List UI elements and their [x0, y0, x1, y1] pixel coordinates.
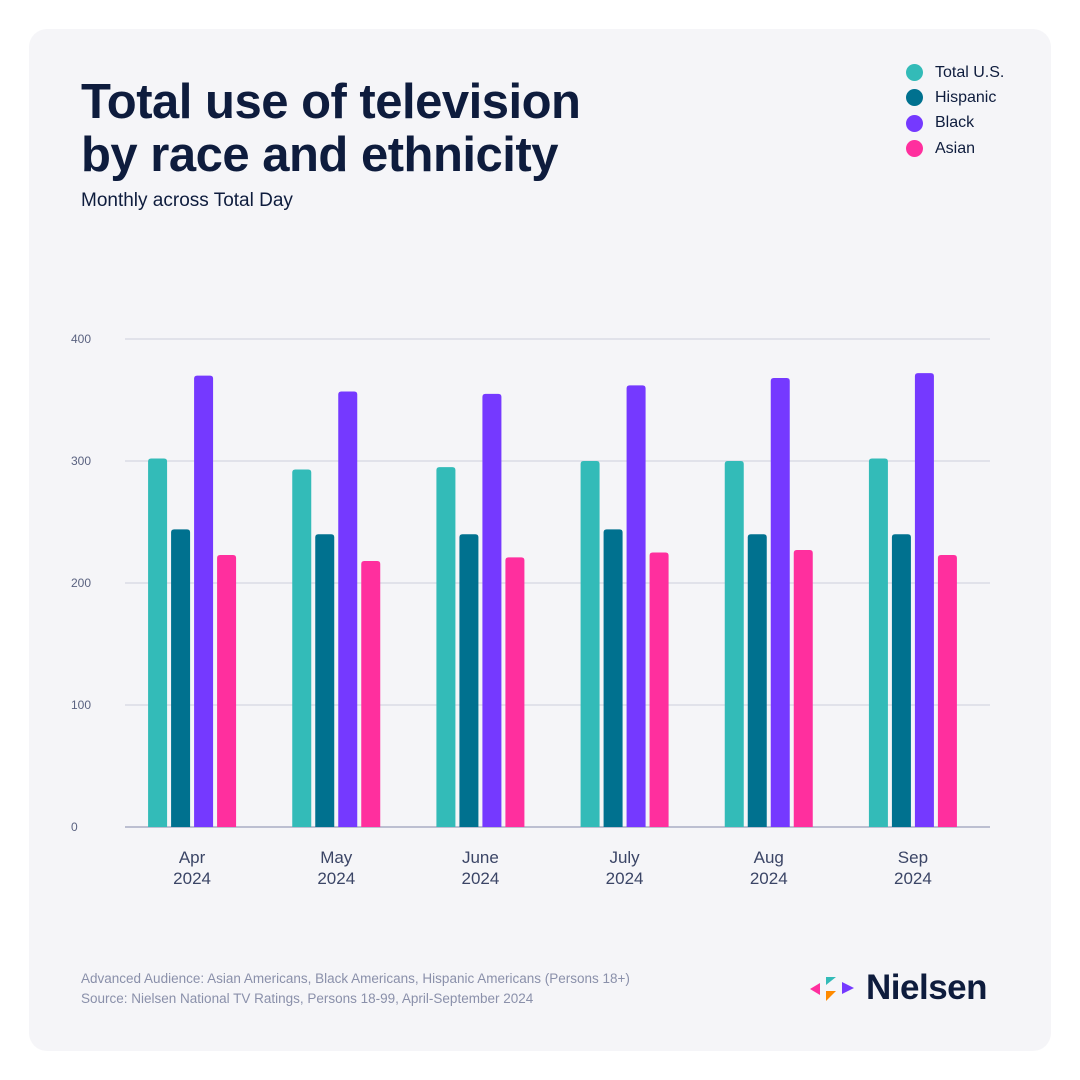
bar-total-u-s	[436, 467, 456, 827]
y-tick-label: 400	[71, 332, 91, 346]
legend-item-total-us: Total U.S.	[906, 60, 1004, 85]
x-tick-label: Aug	[754, 848, 784, 867]
y-tick-label: 0	[71, 820, 78, 834]
logo-triangle-bottom	[826, 991, 836, 1001]
bar-black	[482, 393, 502, 827]
bar-black	[770, 378, 790, 827]
y-tick-label: 300	[71, 454, 91, 468]
bar-black	[914, 373, 934, 827]
bar-hispanic	[891, 534, 911, 827]
title-line-2: by race and ethnicity	[81, 128, 558, 182]
bar-hispanic	[171, 529, 191, 827]
footer-source-note: Source: Nielsen National TV Ratings, Per…	[81, 991, 534, 1006]
bar-hispanic	[603, 529, 623, 827]
bar-total-u-s	[148, 458, 168, 827]
legend-item-asian: Asian	[906, 136, 1004, 161]
legend: Total U.S. Hispanic Black Asian	[906, 60, 1004, 161]
bar-total-u-s	[724, 461, 744, 827]
x-tick-label: July	[609, 848, 640, 867]
x-tick-label: 2024	[750, 869, 788, 888]
footer-audience-note: Advanced Audience: Asian Americans, Blac…	[81, 971, 630, 986]
x-tick-label: Apr	[179, 848, 206, 867]
chart-subtitle: Monthly across Total Day	[81, 190, 293, 211]
legend-swatch-total-us	[906, 64, 923, 82]
y-tick-label: 200	[71, 576, 91, 590]
bar-black	[194, 375, 214, 827]
x-tick-label: 2024	[894, 869, 932, 888]
x-tick-label: 2024	[462, 869, 500, 888]
bar-black	[338, 391, 358, 827]
bar-hispanic	[315, 534, 335, 827]
bar-asian	[793, 550, 813, 827]
legend-swatch-hispanic	[906, 89, 923, 107]
legend-item-black: Black	[906, 111, 1004, 136]
bar-asian	[505, 557, 525, 827]
x-tick-label: 2024	[606, 869, 644, 888]
x-tick-label: Sep	[898, 848, 928, 867]
nielsen-logo: Nielsen	[808, 968, 988, 1008]
title-line-1: Total use of television	[81, 75, 581, 129]
bar-hispanic	[459, 534, 479, 827]
bar-black	[626, 385, 646, 827]
x-tick-label: May	[320, 848, 353, 867]
bar-asian	[649, 552, 669, 827]
x-tick-label: 2024	[173, 869, 211, 888]
bar-asian	[217, 554, 237, 827]
bar-asian	[361, 561, 381, 827]
bar-hispanic	[747, 534, 767, 827]
legend-label-asian: Asian	[935, 139, 976, 157]
brand-name: Nielsen	[866, 968, 988, 1007]
bar-total-u-s	[868, 458, 888, 827]
legend-label-hispanic: Hispanic	[935, 88, 997, 106]
footer-notes: Advanced Audience: Asian Americans, Blac…	[81, 969, 630, 1009]
legend-swatch-asian	[906, 140, 923, 158]
bar-total-u-s	[292, 469, 312, 827]
legend-item-hispanic: Hispanic	[906, 85, 1004, 110]
legend-label-total-us: Total U.S.	[935, 63, 1005, 81]
logo-triangle-right	[842, 982, 854, 994]
x-tick-label: 2024	[317, 869, 355, 888]
chart-title: Total use of television by race and ethn…	[81, 75, 581, 182]
bar-total-u-s	[580, 461, 600, 827]
nielsen-logo-icon	[810, 977, 854, 1001]
logo-triangle-top	[826, 977, 836, 985]
legend-swatch-black	[906, 114, 923, 132]
bar-asian	[937, 554, 957, 827]
y-tick-label: 100	[71, 698, 91, 712]
logo-triangle-left	[810, 983, 820, 995]
legend-label-black: Black	[935, 114, 975, 132]
x-tick-label: June	[462, 848, 499, 867]
